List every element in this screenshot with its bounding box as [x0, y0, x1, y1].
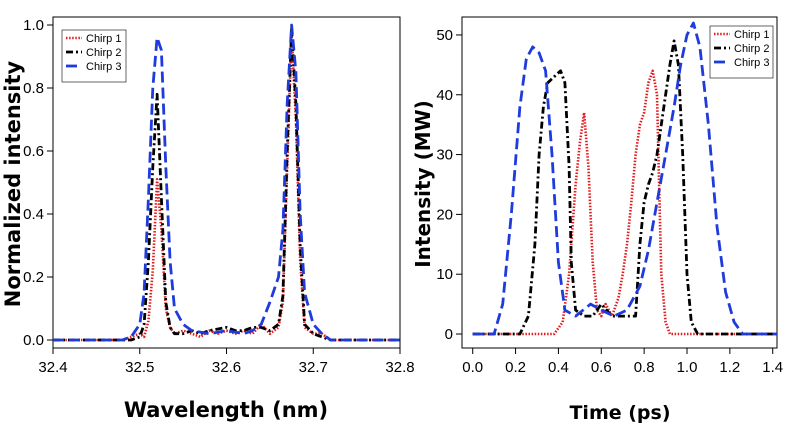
right-x-tick-label: 0.6 — [591, 359, 612, 376]
right-x-tick-label: 0.2 — [505, 359, 526, 376]
left-panel: 32.4 32.5 32.6 32.7 32.8 0.0 0.2 0.4 0.6 0.8 1.0 C… — [1, 16, 415, 422]
right-series-line-chirp-3 — [472, 21, 777, 336]
right-y-tick-label: 10 — [436, 266, 453, 283]
left-x-tick-label: 32.4 — [38, 359, 67, 376]
right-series-line-chirp-2 — [472, 39, 777, 336]
right-panel: 0.0 0.2 0.4 0.6 0.8 1.0 1.2 1.4 0 10 20 30 40 50 Chir… — [411, 16, 783, 424]
left-x-tick-label: 32.7 — [299, 359, 328, 376]
left-y-tick-label: 0.2 — [23, 269, 44, 286]
left-x-tick-label: 32.5 — [125, 359, 154, 376]
right-y-tick-label: 50 — [436, 27, 453, 44]
left-y-tick-label: 0.0 — [23, 332, 44, 349]
right-legend: Chirp 1 Chirp 2 Chirp 3 — [709, 25, 774, 79]
left-legend-label: Chirp 1 — [86, 33, 121, 45]
right-ticks: 0.0 0.2 0.4 0.6 0.8 1.0 1.2 1.4 0 10 20 30 40 50 — [436, 27, 783, 376]
right-y-tick-label: 40 — [436, 87, 453, 104]
left-y-tick-label: 0.4 — [23, 206, 44, 223]
left-y-tick-label: 1.0 — [23, 17, 44, 34]
right-legend-label: Chirp 1 — [734, 29, 769, 41]
left-x-tick-label: 32.6 — [212, 359, 241, 376]
left-y-axis-label: Normalized intensity — [1, 60, 25, 307]
right-plot-frame — [461, 16, 778, 349]
left-x-tick-label: 32.8 — [385, 359, 414, 376]
right-x-axis-label: Time (ps) — [569, 402, 670, 424]
left-ticks: 32.4 32.5 32.6 32.7 32.8 0.0 0.2 0.4 0.6 0.8 1.0 — [23, 17, 414, 376]
right-x-tick-label: 0.0 — [462, 359, 483, 376]
right-series — [472, 21, 777, 336]
right-y-tick-label: 20 — [436, 206, 453, 223]
left-y-tick-label: 0.6 — [23, 143, 44, 160]
right-x-tick-label: 1.2 — [719, 359, 740, 376]
left-x-axis-label: Wavelength (nm) — [124, 398, 328, 422]
left-legend: Chirp 1 Chirp 2 Chirp 3 — [61, 29, 127, 83]
right-y-tick-label: 0 — [445, 326, 453, 343]
left-legend-label: Chirp 2 — [86, 47, 121, 59]
left-series — [53, 23, 400, 342]
left-legend-label: Chirp 3 — [86, 61, 121, 73]
right-legend-label: Chirp 3 — [734, 57, 769, 69]
left-series-line-chirp-2 — [53, 26, 400, 342]
right-x-tick-label: 1.4 — [762, 359, 783, 376]
right-y-tick-label: 30 — [436, 147, 453, 164]
right-y-axis-label: Intensity (MW) — [411, 100, 435, 268]
right-legend-label: Chirp 2 — [734, 43, 769, 55]
right-x-tick-label: 0.4 — [548, 359, 569, 376]
left-y-tick-label: 0.8 — [23, 80, 44, 97]
right-x-tick-label: 0.8 — [634, 359, 655, 376]
right-x-tick-label: 1.0 — [677, 359, 698, 376]
